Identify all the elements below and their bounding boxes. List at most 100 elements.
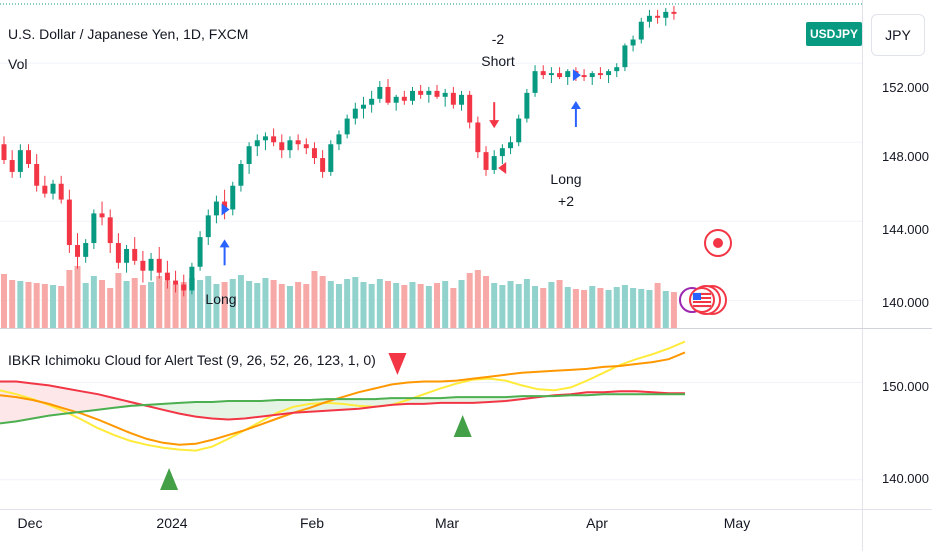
candle-body <box>66 199 72 246</box>
volume-bar <box>654 283 661 328</box>
time-scale[interactable]: Dec 2024 Feb Mar Apr May <box>0 509 862 551</box>
candle-body <box>369 98 375 105</box>
volume-bar <box>581 290 588 328</box>
price-scale[interactable]: 152.000 148.000 144.000 140.000 <box>862 0 932 328</box>
volume-bar <box>401 285 408 328</box>
candle-body <box>262 136 268 141</box>
long-annotation-2: Long +2 <box>550 168 581 212</box>
indicator-line <box>0 351 686 446</box>
volume-bar <box>556 280 563 328</box>
candle-body <box>311 148 317 159</box>
indicator-scale[interactable]: 150.000 140.000 <box>862 329 932 509</box>
cloud-fill <box>0 381 17 424</box>
volume-bar <box>180 282 187 328</box>
long-annotation-1: Long <box>205 288 236 310</box>
pane-separator[interactable] <box>0 328 932 329</box>
currency-button[interactable]: JPY <box>871 14 925 56</box>
volume-bar <box>540 288 547 328</box>
cloud-fill <box>16 381 33 422</box>
volume-bar <box>597 288 604 328</box>
time-label: Dec <box>17 515 43 531</box>
candle-body <box>99 213 105 218</box>
event-flag-icon[interactable] <box>703 228 733 258</box>
symbol-price-badge[interactable]: USDJPY <box>806 22 862 46</box>
short-count: -2 <box>491 31 505 47</box>
volume-bar <box>254 283 261 328</box>
volume-bar <box>319 276 326 328</box>
volume-bar <box>25 282 32 328</box>
candle-body <box>459 94 465 105</box>
volume-bar <box>41 284 48 328</box>
price-tick: 148.000 <box>882 149 929 164</box>
short-entry-marker <box>498 162 507 174</box>
volume-bar <box>262 278 269 328</box>
candle-body <box>581 75 587 78</box>
price-tick: 144.000 <box>882 222 929 237</box>
volume-bar <box>246 281 253 328</box>
candle-body <box>164 272 170 281</box>
candlestick-chart[interactable] <box>0 0 862 328</box>
volume-bar <box>295 282 302 328</box>
volume-bar <box>99 280 106 328</box>
volume-bar <box>17 281 24 328</box>
volume-bar <box>66 270 73 328</box>
volume-bar <box>164 281 171 328</box>
volume-bar <box>123 281 130 328</box>
candle-body <box>17 150 23 172</box>
candle-body <box>271 136 277 143</box>
time-label: Apr <box>586 515 608 531</box>
candle-body <box>124 248 130 263</box>
volume-bar <box>384 281 391 328</box>
candle-body <box>181 284 187 291</box>
candle-body <box>655 15 661 18</box>
candle-body <box>597 73 603 76</box>
candle-body <box>279 142 285 151</box>
volume-bar <box>532 286 539 328</box>
volume-bar <box>417 284 424 328</box>
candle-body <box>426 90 432 95</box>
symbol-title[interactable]: U.S. Dollar / Japanese Yen, 1D, FXCM <box>8 26 249 42</box>
cloud-fill <box>179 401 196 417</box>
candle-body <box>646 15 652 22</box>
volume-bar <box>425 286 432 328</box>
indicator-title[interactable]: IBKR Ichimoku Cloud for Alert Test (9, 2… <box>8 352 376 368</box>
ichimoku-chart[interactable] <box>0 329 862 509</box>
volume-bar <box>613 287 620 328</box>
long-label-1: Long <box>205 291 237 307</box>
candle-body <box>173 280 179 285</box>
volume-bar <box>205 276 212 328</box>
candle-body <box>671 11 677 14</box>
volume-bar <box>523 279 530 328</box>
volume-bar <box>458 280 465 328</box>
volume-bar <box>188 278 195 328</box>
up-triangle-signal <box>453 415 472 437</box>
volume-bar <box>515 284 522 328</box>
indicator-pane[interactable] <box>0 329 862 509</box>
volume-bar <box>474 270 481 328</box>
volume-bar <box>237 275 244 328</box>
volume-bar <box>662 291 669 328</box>
volume-bar <box>82 283 89 328</box>
indicator-line <box>0 340 686 452</box>
candle-body <box>377 86 383 99</box>
candle-body <box>524 92 530 119</box>
us-flag-icon[interactable] <box>678 278 730 322</box>
candle-body <box>303 144 309 149</box>
cloud-fill <box>244 401 261 419</box>
volume-bar <box>442 281 449 328</box>
price-tick: 140.000 <box>882 295 929 310</box>
volume-bar <box>197 280 204 328</box>
volume-bar <box>131 278 138 328</box>
candle-body <box>638 21 644 40</box>
price-pane[interactable] <box>0 0 862 328</box>
candle-body <box>246 146 252 164</box>
volume-legend[interactable]: Vol <box>8 56 28 72</box>
candle-body <box>140 260 146 271</box>
volume-bar <box>221 282 228 328</box>
volume-bar <box>58 286 65 328</box>
candle-body <box>320 158 326 172</box>
candle-body <box>107 217 113 244</box>
candle-body <box>328 144 334 172</box>
cloud-fill <box>212 401 229 420</box>
volume-bar <box>139 285 146 328</box>
